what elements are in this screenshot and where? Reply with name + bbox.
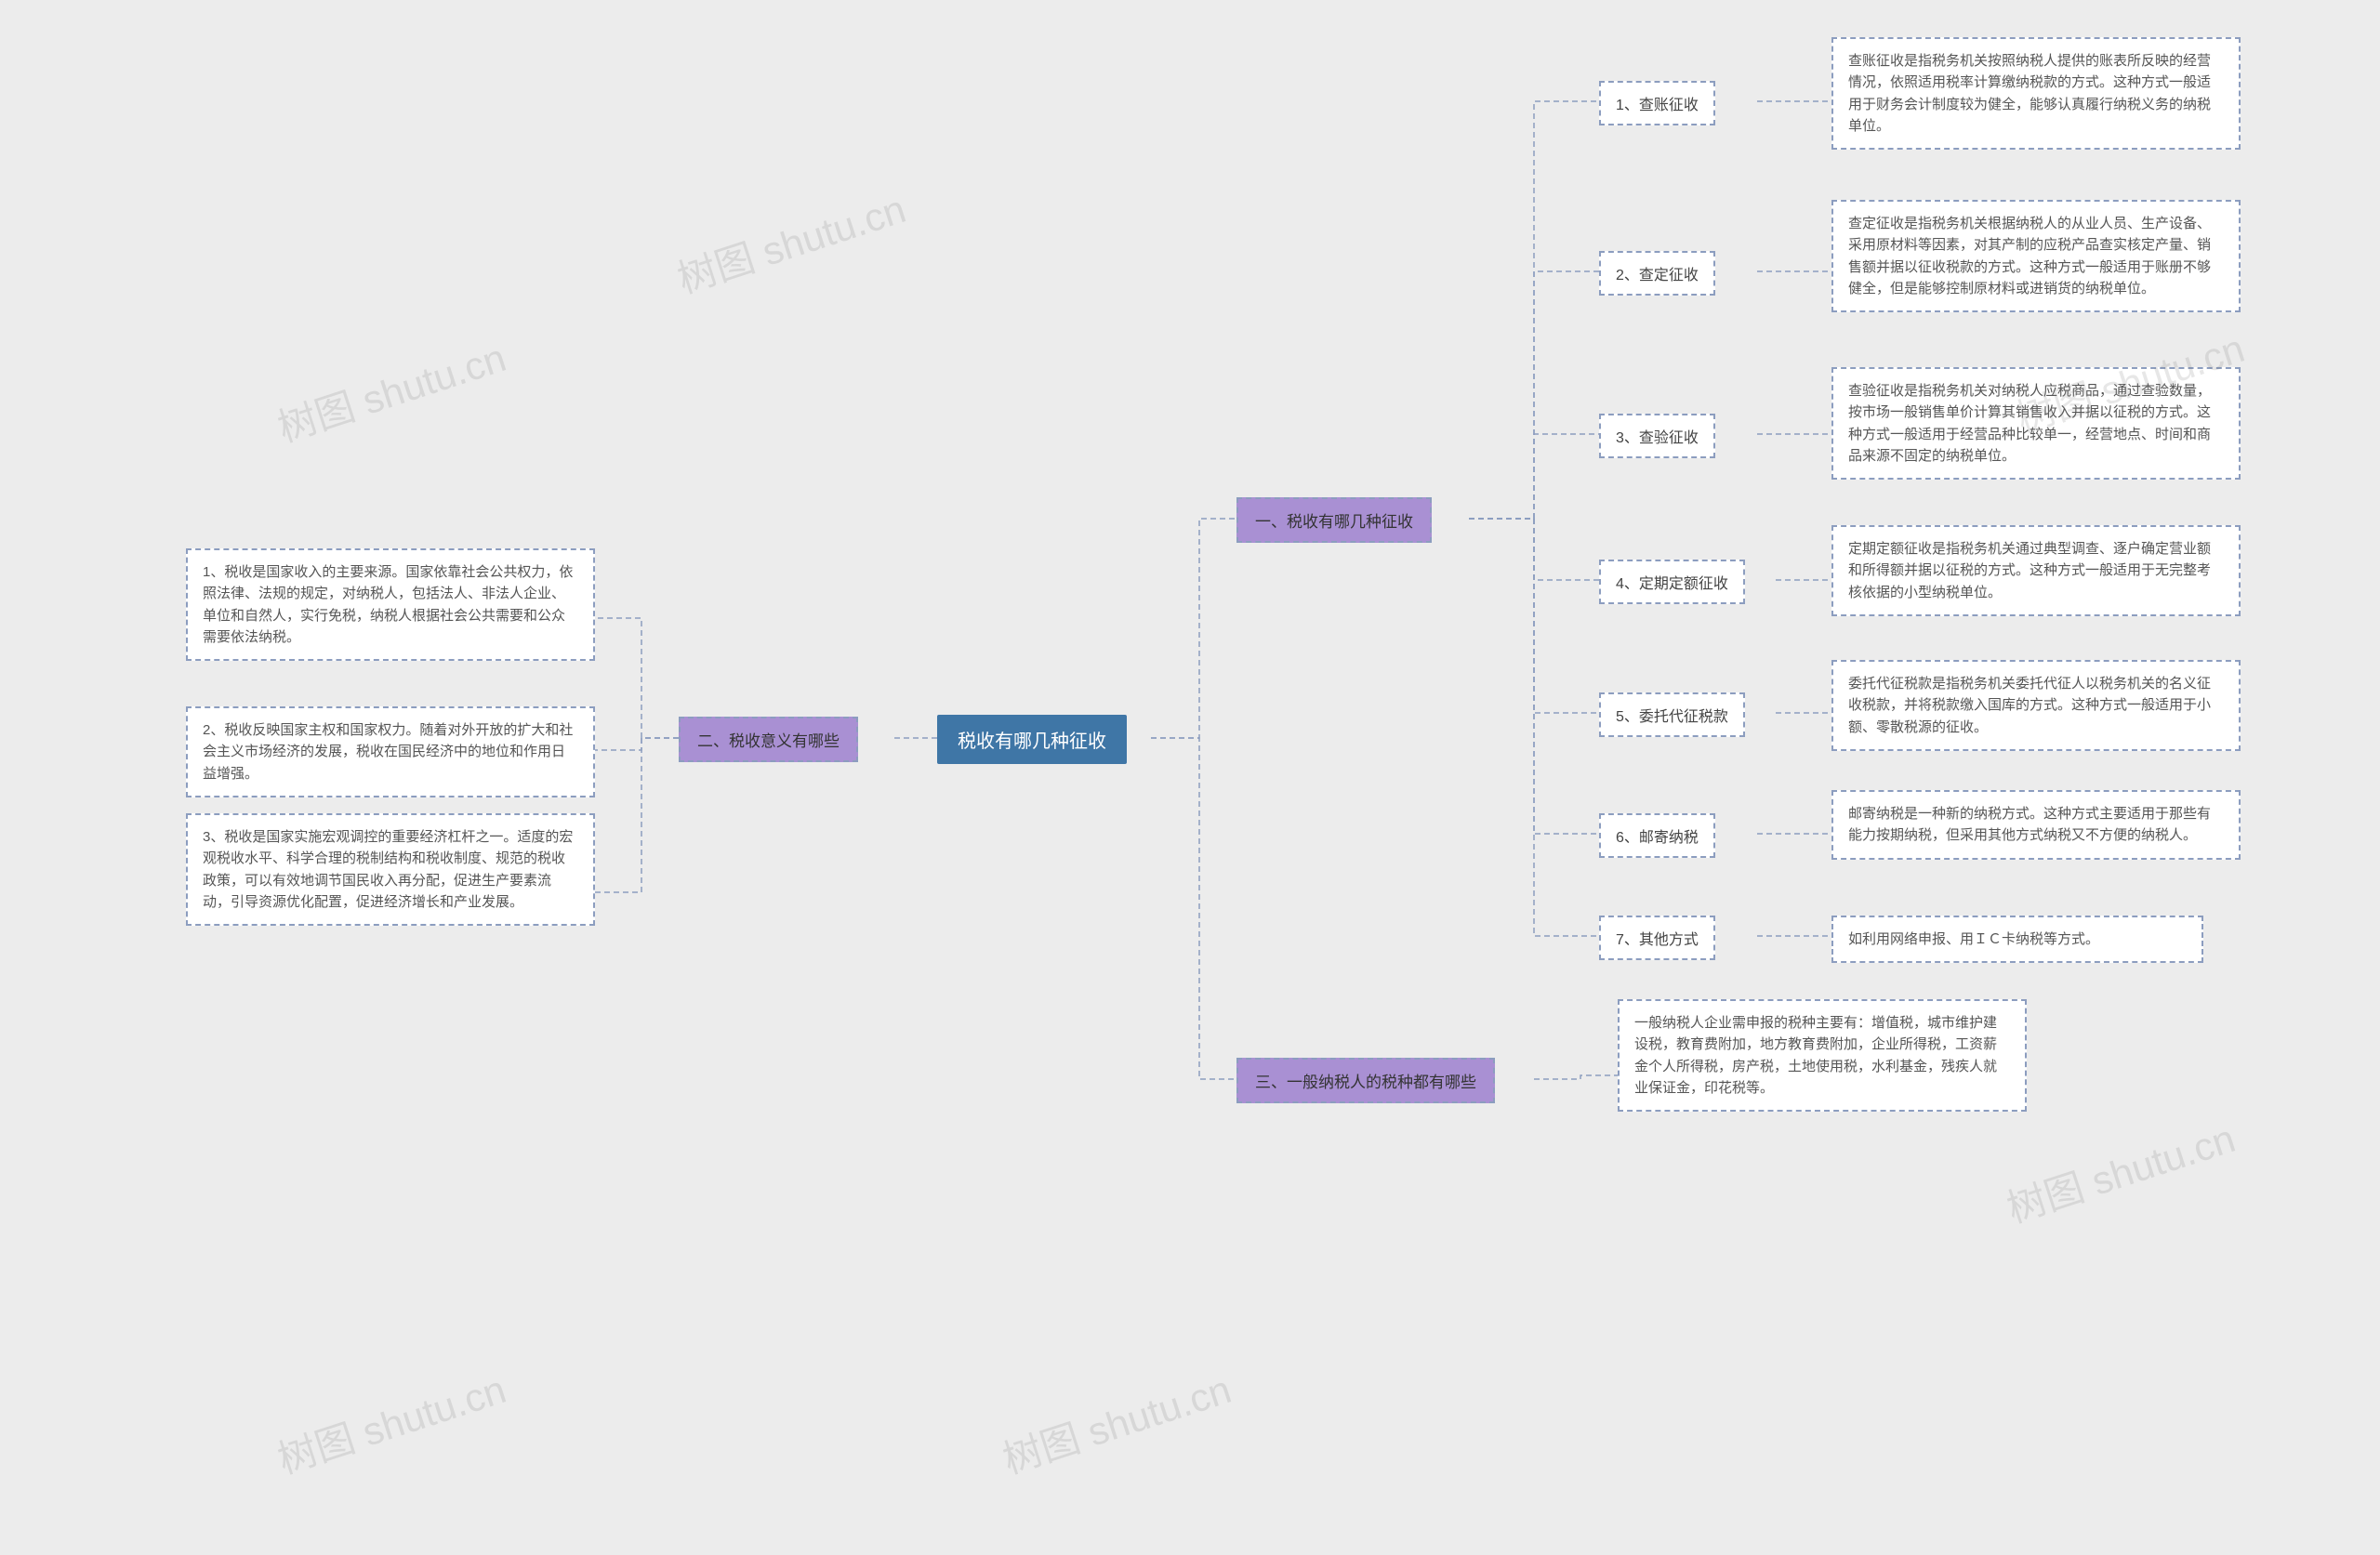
sub-1-7[interactable]: 7、其他方式	[1599, 916, 1715, 960]
sub-1-3[interactable]: 3、查验征收	[1599, 414, 1715, 458]
watermark: 树图 shutu.cn	[270, 1358, 512, 1485]
branch-3[interactable]: 三、一般纳税人的税种都有哪些	[1236, 1058, 1495, 1103]
leaf-3: 一般纳税人企业需申报的税种主要有：增值税，城市维护建设税，教育费附加，地方教育费…	[1618, 999, 2027, 1112]
connector-b2-l2	[595, 738, 679, 750]
branch-2[interactable]: 二、税收意义有哪些	[679, 717, 858, 762]
connector-b1-s3	[1469, 434, 1599, 519]
connector-b1-s2	[1469, 271, 1599, 519]
connector-b2-l1	[595, 618, 679, 738]
connector-root-b1	[1151, 519, 1236, 738]
leaf-1-4: 定期定额征收是指税务机关通过典型调查、逐户确定营业额和所得额并据以征税的方式。这…	[1831, 525, 2241, 616]
leaf-2-3: 3、税收是国家实施宏观调控的重要经济杠杆之一。适度的宏观税收水平、科学合理的税制…	[186, 813, 595, 926]
connector-b1-s4	[1469, 519, 1599, 580]
sub-1-6[interactable]: 6、邮寄纳税	[1599, 813, 1715, 858]
watermark: 树图 shutu.cn	[270, 326, 512, 454]
sub-1-4[interactable]: 4、定期定额征收	[1599, 560, 1745, 604]
leaf-1-1: 查账征收是指税务机关按照纳税人提供的账表所反映的经营情况，依照适用税率计算缴纳税…	[1831, 37, 2241, 150]
connector-root-b3	[1151, 738, 1236, 1079]
connector-b1-s5	[1469, 519, 1599, 713]
watermark: 树图 shutu.cn	[995, 1358, 1237, 1485]
watermark: 树图 shutu.cn	[1999, 1107, 2241, 1234]
connector-b1-s7	[1469, 519, 1599, 936]
mindmap-root[interactable]: 税收有哪几种征收	[937, 715, 1127, 764]
branch-1[interactable]: 一、税收有哪几种征收	[1236, 497, 1432, 543]
sub-1-5[interactable]: 5、委托代征税款	[1599, 692, 1745, 737]
leaf-2-1: 1、税收是国家收入的主要来源。国家依靠社会公共权力，依照法律、法规的规定，对纳税…	[186, 548, 595, 661]
leaf-1-6: 邮寄纳税是一种新的纳税方式。这种方式主要适用于那些有能力按期纳税，但采用其他方式…	[1831, 790, 2241, 860]
leaf-2-2: 2、税收反映国家主权和国家权力。随着对外开放的扩大和社会主义市场经济的发展，税收…	[186, 706, 595, 797]
connector-b1-s6	[1469, 519, 1599, 834]
connector-b1-s1	[1469, 101, 1599, 519]
leaf-1-3: 查验征收是指税务机关对纳税人应税商品，通过查验数量，按市场一般销售单价计算其销售…	[1831, 367, 2241, 480]
sub-1-1[interactable]: 1、查账征收	[1599, 81, 1715, 125]
leaf-1-5: 委托代征税款是指税务机关委托代征人以税务机关的名义征收税款，并将税款缴入国库的方…	[1831, 660, 2241, 751]
connector-b3-leaf-b3	[1534, 1075, 1618, 1079]
leaf-1-2: 查定征收是指税务机关根据纳税人的从业人员、生产设备、采用原材料等因素，对其产制的…	[1831, 200, 2241, 312]
sub-1-2[interactable]: 2、查定征收	[1599, 251, 1715, 296]
leaf-1-7: 如利用网络申报、用ＩＣ卡纳税等方式。	[1831, 916, 2203, 963]
connector-b2-l3	[595, 738, 679, 892]
watermark: 树图 shutu.cn	[669, 178, 912, 305]
